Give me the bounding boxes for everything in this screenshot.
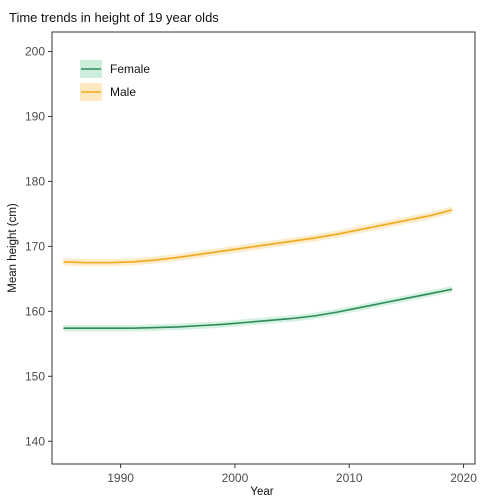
x-tick-label-2020: 2020 — [450, 471, 477, 485]
y-tick-label-200: 200 — [25, 44, 45, 58]
confidence-bands — [63, 206, 453, 332]
y-tick-label-140: 140 — [25, 434, 45, 448]
x-axis: 1990 2000 2010 2020 — [107, 464, 477, 485]
female-series-line — [63, 288, 453, 330]
x-tick-label-2010: 2010 — [336, 471, 363, 485]
y-tick-label-160: 160 — [25, 304, 45, 318]
series-lines — [63, 209, 453, 330]
y-tick-label-190: 190 — [25, 109, 45, 123]
y-tick-label-180: 180 — [25, 174, 45, 188]
legend-label-female: Female — [110, 62, 150, 76]
y-axis: 140 150 160 170 180 190 200 — [25, 44, 52, 448]
x-tick-label-2000: 2000 — [222, 471, 249, 485]
x-axis-label: Year — [250, 486, 273, 498]
legend: Female Male — [80, 60, 150, 101]
y-tick-label-170: 170 — [25, 239, 45, 253]
legend-label-male: Male — [110, 85, 136, 99]
male-series-line — [63, 209, 453, 264]
female-confidence-band — [63, 286, 453, 332]
x-tick-label-1990: 1990 — [107, 471, 134, 485]
chart-title: Time trends in height of 19 year olds — [9, 10, 219, 25]
y-tick-label-150: 150 — [25, 369, 45, 383]
male-confidence-band — [63, 206, 453, 267]
y-axis-label: Mean height (cm) — [7, 203, 19, 293]
